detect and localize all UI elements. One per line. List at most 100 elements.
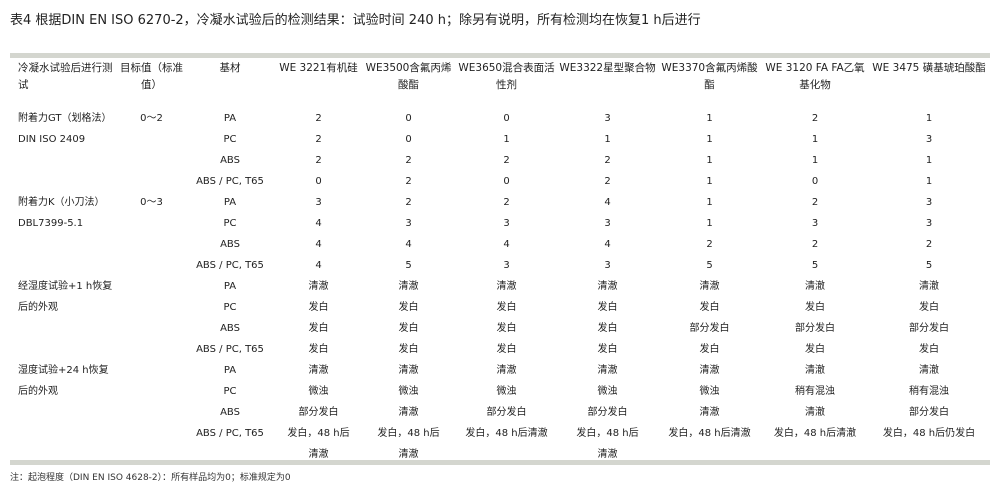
value-cell: 清澈 <box>308 365 329 376</box>
value-cell: 微浊 <box>398 386 419 397</box>
value-cell: 发白，48 h后仍发白 <box>882 428 976 439</box>
value-cell: 清澈 <box>805 365 825 376</box>
table-row: PC 4 3 3 3 1 3 3 <box>10 213 990 234</box>
substrate-cell: PA <box>223 365 237 376</box>
value-cell: 稍有混浊 <box>795 386 835 397</box>
column-header: WE 3221有机硅 <box>279 62 358 74</box>
value-cell: 0 <box>405 134 412 145</box>
value-cell: 微浊 <box>597 386 618 397</box>
value-cell: 清澈 <box>398 365 419 376</box>
column-header: 目标值（标准值） <box>120 62 183 91</box>
test-name: 附着力K（小刀法）DBL7399-5.1 <box>18 197 105 229</box>
value-cell: 3 <box>503 260 510 271</box>
substrate-cell: PA <box>223 197 237 208</box>
footnote: 注：起泡程度（DIN EN ISO 4628-2）：所有样品均为0；标准规定为0 <box>10 473 291 483</box>
value-cell: 发白，48 h后清澈 <box>668 428 751 439</box>
test-name: 湿度试验+24 h恢复后的外观 <box>18 365 109 397</box>
table-row: 经湿度试验+1 h恢复后的外观 PA 清澈 清澈 清澈 清澈 清澈 清澈 清澈 <box>10 276 990 313</box>
value-cell: 发白 <box>699 302 720 313</box>
value-cell: 2 <box>811 113 819 124</box>
column-header: WE3322星型聚合物 <box>559 62 656 74</box>
value-cell: 发白，48 h后 清澈 <box>287 428 350 460</box>
value-cell: 发白 <box>308 344 329 355</box>
value-cell: 3 <box>925 134 933 145</box>
value-cell: 2 <box>811 239 819 250</box>
value-cell: 1 <box>811 134 819 145</box>
value-cell: 3 <box>315 197 322 208</box>
value-cell: 2 <box>315 113 322 124</box>
header-row: 冷凝水试验后进行测试 目标值（标准值） 基材 WE 3221有机硅 WE3500含氟丙烯… <box>10 60 990 108</box>
value-cell: 发白 <box>597 323 618 334</box>
test-name: 经湿度试验+1 h恢复后的外观 <box>18 281 113 313</box>
value-cell: 发白 <box>805 344 825 355</box>
table-row: PC 微浊 微浊 微浊 微浊 微浊 稍有混浊 稍有混浊 <box>10 381 990 402</box>
column-header: WE3500含氟丙烯酸酯 <box>365 62 452 91</box>
value-cell: 1 <box>925 176 933 187</box>
value-cell: 0 <box>503 176 510 187</box>
value-cell: 微浊 <box>308 386 329 397</box>
value-cell: 4 <box>315 218 322 229</box>
column-header: WE 3120 FA FA乙氧基化物 <box>765 62 865 91</box>
value-cell: 清澈 <box>919 281 939 292</box>
value-cell: 清澈 <box>805 281 825 292</box>
value-cell: 发白 <box>308 323 329 334</box>
table-row: 附着力K（小刀法）DBL7399-5.1 0～3 PA 3 2 2 4 1 2 3 <box>10 192 990 229</box>
substrate-cell: PC <box>223 134 237 145</box>
value-cell: 2 <box>405 176 412 187</box>
value-cell: 发白 <box>919 302 939 313</box>
table-row: ABS / PC, T65 发白，48 h后 清澈 发白，48 h后 清澈 发白，48… <box>10 423 990 465</box>
value-cell: 发白，48 h后清澈 <box>465 428 548 439</box>
substrate-cell: PA <box>223 281 237 292</box>
value-cell: 0 <box>811 176 819 187</box>
value-cell: 清澈 <box>496 365 517 376</box>
value-cell: 3 <box>925 197 933 208</box>
top-rule <box>10 53 990 58</box>
table-row: ABS 2 2 2 2 1 1 1 <box>10 150 990 171</box>
value-cell: 1 <box>706 113 713 124</box>
value-cell: 2 <box>706 239 713 250</box>
substrate-cell: ABS <box>220 239 240 250</box>
value-cell: 2 <box>503 155 510 166</box>
value-cell: 4 <box>604 239 611 250</box>
value-cell: 2 <box>315 155 322 166</box>
value-cell: 发白 <box>919 344 939 355</box>
value-cell: 5 <box>811 260 819 271</box>
value-cell: 2 <box>405 155 412 166</box>
value-cell: 3 <box>604 218 611 229</box>
substrate-cell: ABS / PC, T65 <box>196 260 264 271</box>
value-cell: 3 <box>604 260 611 271</box>
substrate-cell: ABS / PC, T65 <box>196 428 264 439</box>
value-cell: 1 <box>706 176 713 187</box>
value-cell: 1 <box>925 155 933 166</box>
column-header: WE3370含氟丙烯酸酯 <box>661 62 758 91</box>
column-header: WE 3475 磺基琥珀酸酯 <box>872 62 986 74</box>
value-cell: 部分发白 <box>909 407 949 418</box>
value-cell: 清澈 <box>597 365 618 376</box>
table-row: ABS 部分发白 清澈 部分发白 部分发白 清澈 清澈 部分发白 <box>10 402 990 423</box>
value-cell: 部分发白 <box>909 323 949 334</box>
value-cell: 5 <box>925 260 933 271</box>
value-cell: 1 <box>706 218 713 229</box>
bottom-rule <box>10 460 990 465</box>
target-value: 0～3 <box>140 197 163 208</box>
value-cell: 1 <box>604 134 611 145</box>
value-cell: 2 <box>925 239 933 250</box>
value-cell: 清澈 <box>919 365 939 376</box>
value-cell: 清澈 <box>308 281 329 292</box>
value-cell: 5 <box>706 260 713 271</box>
substrate-cell: PC <box>223 302 237 313</box>
value-cell: 0 <box>503 113 510 124</box>
value-cell: 稍有混浊 <box>909 386 949 397</box>
value-cell: 4 <box>604 197 611 208</box>
substrate-cell: ABS / PC, T65 <box>196 176 264 187</box>
substrate-cell: PC <box>223 218 237 229</box>
table-row: PC 2 0 1 1 1 1 3 <box>10 129 990 150</box>
value-cell: 清澈 <box>496 281 517 292</box>
target-value <box>118 360 185 465</box>
substrate-cell: ABS / PC, T65 <box>196 344 264 355</box>
value-cell: 清澈 <box>597 281 618 292</box>
value-cell: 微浊 <box>496 386 517 397</box>
value-cell: 清澈 <box>699 407 720 418</box>
value-cell: 发白 <box>398 323 419 334</box>
value-cell: 发白，48 h后清澈 <box>773 428 857 439</box>
